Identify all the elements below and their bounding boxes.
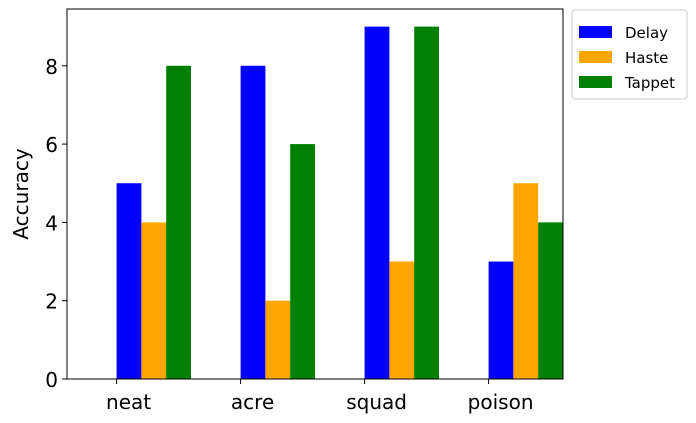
bar-haste-acre [265, 300, 291, 379]
x-tick-label-neat: neat [106, 390, 151, 414]
x-tick-label-acre: acre [231, 390, 274, 414]
y-tick-label: 4 [45, 211, 58, 235]
bar-tappet-neat [166, 65, 191, 379]
bar-tappet-acre [290, 144, 315, 379]
bar-delay-neat [116, 183, 142, 379]
bar-haste-neat [141, 222, 167, 379]
bars-group [116, 26, 563, 379]
legend: Delay Haste Tappet [571, 9, 688, 100]
x-tick-label-squad: squad [346, 390, 407, 414]
bar-tappet-poison [538, 222, 563, 379]
bar-delay-poison [488, 261, 514, 379]
bar-tappet-squad [414, 26, 439, 379]
y-axis-ticks: 0 2 4 6 8 [45, 55, 67, 392]
y-tick-label: 0 [45, 368, 58, 392]
y-axis-title: Accuracy [9, 148, 33, 239]
x-tick-label-poison: poison [468, 390, 534, 414]
x-axis-ticks: neat acre squad poison [106, 379, 534, 414]
legend-label-delay: Delay [625, 24, 668, 42]
bar-haste-squad [389, 261, 415, 379]
y-tick-label: 2 [45, 290, 58, 314]
plot-area-frame [66, 8, 564, 380]
legend-label-haste: Haste [625, 49, 668, 67]
legend-swatch-tappet [579, 76, 612, 88]
y-tick-label: 8 [45, 55, 58, 79]
bar-delay-acre [240, 65, 266, 379]
bar-delay-squad [364, 26, 390, 379]
legend-swatch-haste [579, 51, 612, 63]
y-tick-label: 6 [45, 133, 58, 157]
legend-swatch-delay [579, 26, 612, 38]
bar-haste-poison [513, 183, 539, 379]
legend-label-tappet: Tappet [624, 74, 675, 92]
